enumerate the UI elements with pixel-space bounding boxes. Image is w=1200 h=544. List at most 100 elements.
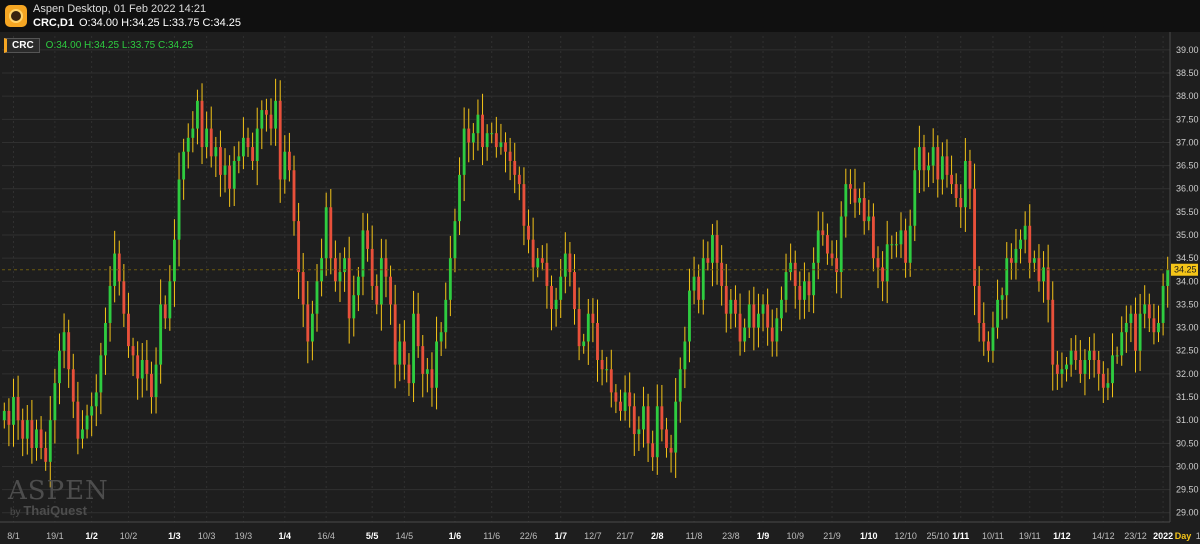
x-tick-label: 1/4 [279,531,292,541]
candle-body [973,188,976,286]
candle-body [1069,350,1073,365]
y-tick-label: 30.50 [1176,438,1199,448]
x-tick-label: 21/9 [823,531,841,541]
candle-body [39,429,43,448]
candle-body [145,360,149,374]
candle-body [177,179,181,240]
candle-body [310,313,314,342]
candle-body [899,230,903,245]
price-chart[interactable]: 29.00 29.50 30.00 30.50 31.00 31.50 32.00 32.50… [0,32,1200,544]
x-tick-label: 16/4 [317,531,335,541]
candle-body [991,327,995,351]
candle-body [738,313,742,342]
candle-body [688,290,691,342]
candle-body [384,258,388,277]
candle-body [775,318,779,342]
candle-body [462,128,466,175]
candle-body [214,147,218,157]
x-tick-label: 23/8 [722,531,740,541]
y-tick-label: 31.00 [1176,415,1199,425]
candle-body [504,142,507,152]
symbol-ohlc-readout: CRC,D1 O:34.00 H:34.25 L:33.75 C:34.25 [33,17,241,29]
candle-body [651,443,655,458]
candle-body [315,281,319,314]
candle-body [12,397,15,425]
candle-body [619,401,622,411]
candle-body [881,267,885,282]
candle-body [76,401,80,439]
y-tick-label: 33.50 [1176,299,1199,309]
candle-body [1111,355,1114,384]
x-tick-label: 12/7 [584,531,602,541]
candle-body [536,258,540,268]
candle-body [94,392,98,407]
candle-body [807,281,811,296]
symbol-badge[interactable]: CRC [4,37,40,53]
candle-body [412,313,415,384]
candle-body [476,114,480,134]
candle-body [324,207,328,259]
candle-body [21,420,25,439]
candle-body [389,276,392,305]
candle-body [104,322,107,356]
candle-body [844,184,848,217]
candle-body [715,235,719,263]
candle-body [867,216,871,222]
candle-body [99,355,103,393]
candle-body [218,147,222,175]
candle-body [1005,258,1009,296]
y-tick-label: 29.50 [1176,485,1199,495]
candle-body [550,285,553,310]
ohlc-values: O:34.00 H:34.25 L:33.75 C:34.25 [78,17,242,29]
x-tick-label: 1/11 [952,531,969,541]
candle-body [48,420,52,462]
candle-body [140,360,144,379]
candle-body [940,156,944,180]
candle-body [264,110,268,115]
candle-body [816,230,820,263]
candle-body [329,207,333,259]
candle-body [260,110,264,129]
candle-body [977,285,981,323]
candle-body [402,341,406,365]
candle-body [632,406,636,435]
candle-body [683,341,687,370]
candle-body [25,420,29,439]
candle-body [35,429,38,448]
candle-body [278,100,282,180]
candle-body [701,258,705,300]
candle-body [761,304,765,314]
x-tick-label: 1/9 [757,531,770,541]
y-tick-label: 34.50 [1176,253,1199,263]
candle-body [770,327,774,342]
candle-body [53,383,57,421]
candle-body [793,262,797,286]
candle-body [232,160,236,189]
x-tick-label: 10/2 [120,531,138,541]
x-tick-label: 19/3 [235,531,253,541]
candle-body [848,184,852,189]
candle-body [186,137,190,152]
candle-body [1037,258,1041,282]
candle-body [71,369,75,402]
candle-body [665,429,668,448]
candle-body [1046,267,1050,300]
candle-body [228,165,232,189]
candle-body [1092,350,1096,360]
candle-body [734,299,737,314]
candle-body [494,133,498,148]
candle-body [2,410,6,421]
candle-body [163,304,167,319]
candle-body [531,239,535,268]
candle-body [825,235,829,254]
candle-body [191,128,195,138]
watermark-brand: ASPEN [8,476,109,506]
x-tick-label: 19/1 [46,531,64,541]
candle-body [306,304,310,342]
candle-body [982,322,986,342]
x-tick-label: 1/10 [860,531,878,541]
candle-body [1032,258,1036,263]
y-tick-label: 37.00 [1176,137,1199,147]
y-tick-label: 36.50 [1176,161,1199,171]
candle-body [697,276,701,300]
